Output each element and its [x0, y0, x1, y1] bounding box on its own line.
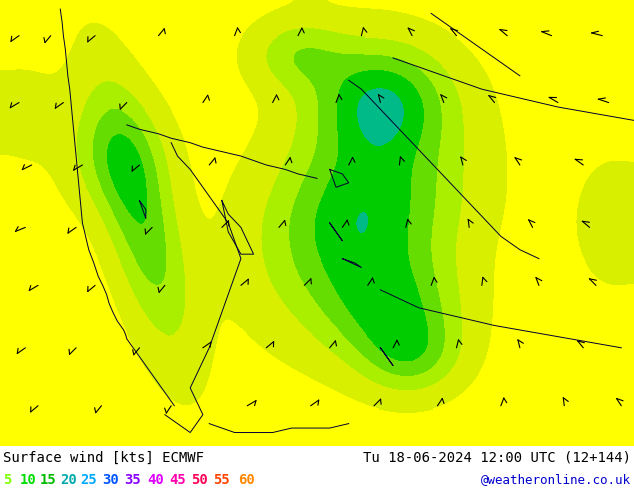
- Text: 20: 20: [60, 473, 77, 487]
- Text: 30: 30: [102, 473, 119, 487]
- Text: 50: 50: [191, 473, 208, 487]
- Text: Tu 18-06-2024 12:00 UTC (12+144): Tu 18-06-2024 12:00 UTC (12+144): [363, 451, 631, 465]
- Text: 5: 5: [3, 473, 11, 487]
- Text: 15: 15: [40, 473, 57, 487]
- Text: 10: 10: [20, 473, 37, 487]
- Text: 45: 45: [169, 473, 186, 487]
- Text: 25: 25: [80, 473, 97, 487]
- Text: Surface wind [kts] ECMWF: Surface wind [kts] ECMWF: [3, 451, 204, 465]
- Text: 40: 40: [147, 473, 164, 487]
- Text: @weatheronline.co.uk: @weatheronline.co.uk: [481, 473, 631, 487]
- Text: 60: 60: [238, 473, 255, 487]
- Text: 35: 35: [124, 473, 141, 487]
- Text: 55: 55: [213, 473, 230, 487]
